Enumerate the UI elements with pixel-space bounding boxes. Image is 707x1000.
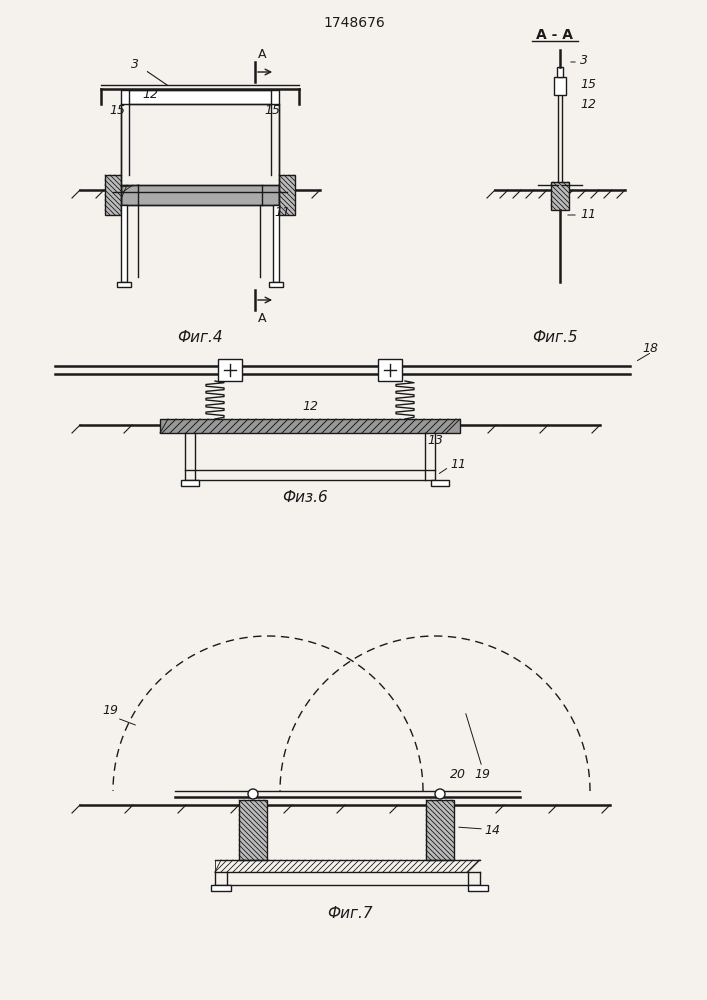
- Text: 3: 3: [131, 58, 139, 72]
- Text: Фиг.5: Фиг.5: [532, 330, 578, 344]
- Bar: [239, 800, 267, 860]
- Bar: [273, 205, 279, 282]
- Text: 13: 13: [427, 434, 443, 446]
- Text: 11: 11: [580, 209, 596, 222]
- Bar: [557, 67, 563, 77]
- Text: A: A: [258, 48, 267, 62]
- Bar: [554, 77, 566, 95]
- Text: 19: 19: [102, 704, 118, 718]
- Bar: [105, 175, 121, 215]
- Bar: [279, 175, 295, 215]
- Text: Физ.6: Физ.6: [282, 490, 328, 506]
- Bar: [426, 800, 454, 860]
- Text: Фиг.4: Фиг.4: [177, 330, 223, 344]
- Text: 19: 19: [474, 768, 490, 782]
- Bar: [121, 90, 279, 104]
- Text: 12: 12: [580, 99, 596, 111]
- Text: 20: 20: [450, 768, 466, 782]
- Bar: [160, 419, 460, 433]
- Bar: [181, 480, 199, 486]
- Text: 1748676: 1748676: [323, 16, 385, 30]
- Text: A: A: [258, 312, 267, 324]
- Text: 11: 11: [274, 206, 290, 219]
- Text: 11: 11: [450, 458, 466, 472]
- Text: 12: 12: [302, 400, 318, 414]
- Text: A - A: A - A: [537, 28, 573, 42]
- Text: 15: 15: [264, 104, 280, 116]
- Text: 3: 3: [580, 53, 588, 66]
- Text: 12: 12: [142, 89, 158, 102]
- Circle shape: [248, 789, 258, 799]
- Text: 18: 18: [642, 342, 658, 355]
- Bar: [551, 182, 569, 210]
- Bar: [121, 185, 279, 205]
- Bar: [269, 282, 283, 287]
- Bar: [121, 205, 127, 282]
- Circle shape: [435, 789, 445, 799]
- Bar: [431, 480, 449, 486]
- Text: Фиг.7: Фиг.7: [327, 906, 373, 920]
- Bar: [117, 282, 131, 287]
- Bar: [468, 885, 488, 891]
- Bar: [218, 359, 242, 381]
- Text: 14: 14: [484, 824, 500, 836]
- Text: 15: 15: [109, 104, 125, 116]
- Bar: [211, 885, 231, 891]
- Bar: [378, 359, 402, 381]
- Text: 15: 15: [580, 79, 596, 92]
